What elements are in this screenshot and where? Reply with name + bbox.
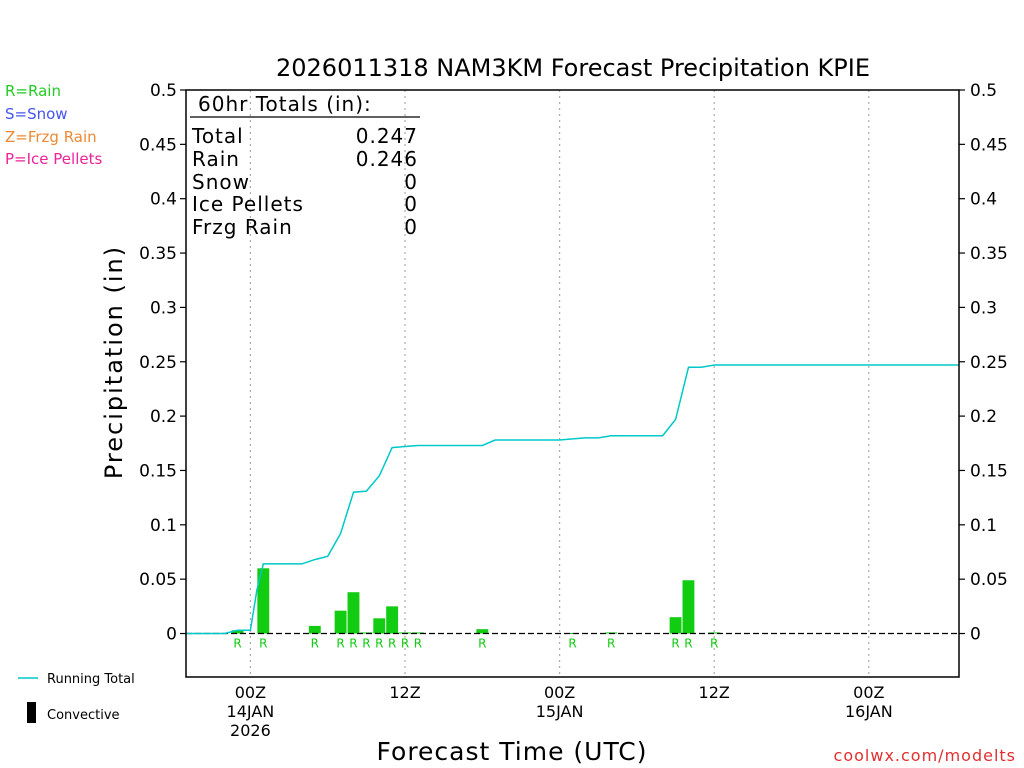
y-tick-label-left: 0 bbox=[166, 625, 177, 645]
precip-type-letter: R bbox=[375, 637, 383, 651]
y-tick-label-left: 0.3 bbox=[150, 298, 177, 318]
precip-type-letter: R bbox=[233, 637, 241, 651]
precip-type-letter: R bbox=[336, 637, 344, 651]
y-tick-label-left: 0.25 bbox=[139, 353, 177, 373]
series-legend: Running Total Convective bbox=[18, 672, 135, 723]
precip-bar bbox=[386, 606, 399, 634]
precip-bar bbox=[231, 630, 244, 634]
precip-bar bbox=[308, 625, 321, 634]
running-total-legend-label: Running Total bbox=[47, 672, 135, 687]
y-tick-label-left: 0.35 bbox=[139, 244, 177, 264]
totals-label-total: Total bbox=[191, 124, 244, 148]
y-tick-label-left: 0.45 bbox=[139, 135, 177, 155]
precip-type-letter: R bbox=[607, 637, 615, 651]
precip-bar bbox=[476, 629, 489, 634]
y-tick-label-right: 0.4 bbox=[970, 190, 997, 210]
precip-bar bbox=[334, 610, 347, 634]
x-tick-label: 2026 bbox=[230, 721, 271, 740]
precip-type-legend: R=Rain S=Snow Z=Frzg Rain P=Ice Pellets bbox=[5, 82, 102, 168]
y-tick-label-right: 0.15 bbox=[970, 461, 1008, 481]
totals-label-ice-pellets: Ice Pellets bbox=[192, 192, 304, 216]
precip-type-letter: R bbox=[349, 637, 357, 651]
totals-value-snow: 0 bbox=[404, 170, 418, 194]
x-tick-label: 00Z bbox=[544, 683, 575, 702]
totals-header: 60hr Totals (in): bbox=[198, 92, 372, 116]
precip-bar bbox=[682, 580, 695, 634]
x-tick-label: 00Z bbox=[235, 683, 266, 702]
y-axis-label: Precipitation (in) bbox=[100, 245, 128, 479]
y-tick-label-left: 0.15 bbox=[139, 461, 177, 481]
legend-freezing-rain: Z=Frzg Rain bbox=[5, 128, 97, 146]
y-tick-label-right: 0.5 bbox=[970, 81, 997, 101]
precip-type-letter: R bbox=[568, 637, 576, 651]
y-tick-label-right: 0.35 bbox=[970, 244, 1008, 264]
legend-snow: S=Snow bbox=[5, 105, 68, 123]
totals-value-rain: 0.246 bbox=[356, 147, 418, 171]
y-tick-label-right: 0.1 bbox=[970, 516, 997, 536]
y-tick-label-right: 0.25 bbox=[970, 353, 1008, 373]
plot-frame bbox=[185, 89, 960, 678]
totals-value-total: 0.247 bbox=[356, 124, 418, 148]
y-tick-label-right: 0.3 bbox=[970, 298, 997, 318]
y-tick-label-left: 0.1 bbox=[150, 516, 177, 536]
y-tick-label-right: 0 bbox=[970, 625, 981, 645]
precip-type-letter: R bbox=[388, 637, 396, 651]
y-tick-label-left: 0.4 bbox=[150, 190, 177, 210]
precip-bar bbox=[669, 617, 682, 634]
x-tick-label: 15JAN bbox=[536, 702, 584, 721]
convective-legend-swatch bbox=[27, 702, 36, 723]
precip-type-letter: R bbox=[259, 637, 267, 651]
totals-label-freezing-rain: Frzg Rain bbox=[192, 215, 293, 239]
totals-box: 60hr Totals (in): Total 0.247 Rain 0.246… bbox=[190, 92, 420, 239]
legend-ice-pellets: P=Ice Pellets bbox=[5, 150, 102, 168]
x-axis-label: Forecast Time (UTC) bbox=[377, 737, 648, 766]
precip-type-letter: R bbox=[478, 637, 486, 651]
x-tick-label: 12Z bbox=[699, 683, 730, 702]
precip-bar bbox=[373, 618, 386, 634]
y-tick-label-right: 0.2 bbox=[970, 407, 997, 427]
precip-type-letter: R bbox=[311, 637, 319, 651]
running-total-line bbox=[186, 364, 959, 635]
totals-label-rain: Rain bbox=[192, 147, 240, 171]
precip-bar bbox=[566, 632, 579, 634]
precip-type-letter: R bbox=[362, 637, 370, 651]
precip-type-letter: R bbox=[414, 637, 422, 651]
y-tick-label-left: 0.2 bbox=[150, 407, 177, 427]
convective-legend-label: Convective bbox=[47, 708, 120, 723]
y-tick-label-left: 0.5 bbox=[150, 81, 177, 101]
precip-type-letter: R bbox=[710, 637, 718, 651]
x-tick-label: 16JAN bbox=[845, 702, 893, 721]
precip-type-letter: R bbox=[684, 637, 692, 651]
chart-title: 2026011318 NAM3KM Forecast Precipitation… bbox=[276, 54, 870, 82]
precipitation-bars bbox=[231, 568, 721, 634]
precip-bar bbox=[708, 632, 721, 634]
precip-bar bbox=[347, 592, 360, 634]
x-tick-label: 12Z bbox=[389, 683, 420, 702]
y-tick-label-left: 0.05 bbox=[139, 570, 177, 590]
precip-bar bbox=[411, 632, 424, 634]
totals-value-ice-pellets: 0 bbox=[404, 192, 418, 216]
legend-rain: R=Rain bbox=[5, 82, 61, 100]
precip-bar bbox=[257, 568, 270, 634]
precip-type-letter: R bbox=[401, 637, 409, 651]
x-tick-label: 00Z bbox=[853, 683, 884, 702]
credit-text: coolwx.com/modelts bbox=[834, 746, 1016, 765]
gridlines bbox=[249, 90, 870, 677]
y-tick-label-right: 0.05 bbox=[970, 570, 1008, 590]
totals-label-snow: Snow bbox=[192, 170, 250, 194]
y-tick-label-right: 0.45 bbox=[970, 135, 1008, 155]
precip-type-letter: R bbox=[671, 637, 679, 651]
y-axis-ticks: 0 00.05 0.050.1 0.10.15 0.150.2 0.20.25 0.250.… bbox=[139, 81, 1008, 645]
x-tick-label: 14JAN bbox=[227, 702, 275, 721]
totals-value-freezing-rain: 0 bbox=[404, 215, 418, 239]
